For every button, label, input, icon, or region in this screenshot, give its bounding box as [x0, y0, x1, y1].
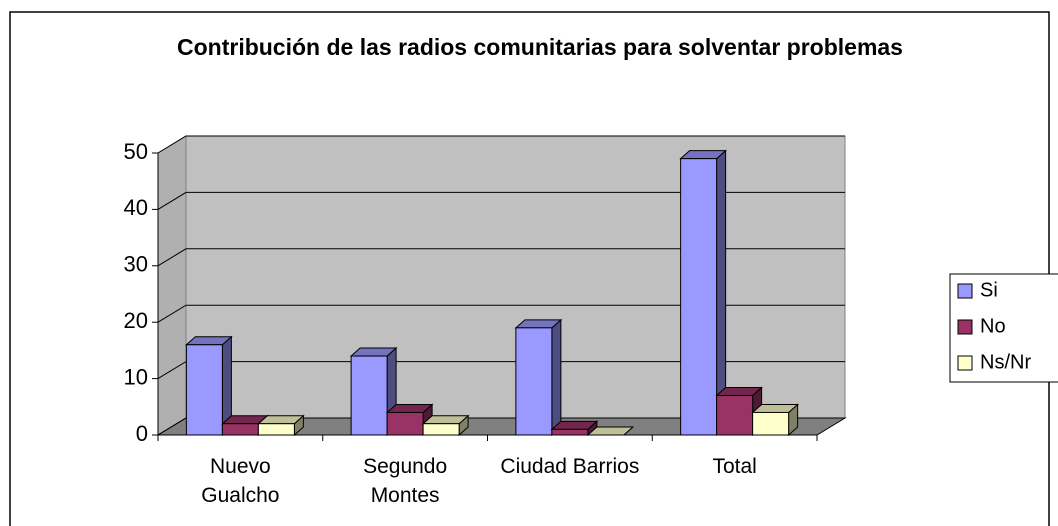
legend-swatch: [957, 283, 973, 299]
bar: [550, 420, 599, 437]
bar: [715, 386, 763, 437]
bar-front: [185, 344, 223, 436]
bar-top: [586, 426, 635, 436]
y-tick-label: 40: [124, 195, 148, 220]
y-tick-label: 50: [124, 139, 148, 164]
chart-title: Contribución de las radios comunitarias …: [177, 34, 903, 60]
legend-label: Si: [980, 279, 998, 301]
grid-segment: [157, 135, 845, 154]
bar-front: [386, 411, 424, 436]
bar: [679, 149, 727, 437]
bar: [257, 414, 305, 437]
y-tick-label: 30: [124, 252, 148, 277]
side-wall: [157, 135, 187, 436]
bar: [751, 403, 799, 437]
legend-label: No: [980, 315, 1006, 337]
bar: [421, 414, 470, 437]
bar-front: [257, 423, 295, 436]
grid-segment: [157, 304, 845, 323]
y-tick-label: 0: [136, 421, 148, 446]
bar-side: [551, 318, 562, 437]
bar-front: [752, 411, 790, 436]
y-tick-label: 20: [124, 308, 148, 333]
bar-front: [221, 423, 259, 436]
y-tick-label: 10: [124, 364, 148, 389]
bar: [349, 346, 398, 437]
grid-line: [157, 304, 845, 323]
bar: [514, 318, 563, 437]
legend-swatch: [957, 355, 973, 371]
legend-label: Ns/Nr: [980, 351, 1031, 373]
x-tick-label: Segundo Montes: [363, 455, 448, 507]
bar-front: [515, 327, 553, 436]
bar-front: [716, 395, 754, 436]
grid-segment: [157, 191, 845, 210]
x-tick-label: Total: [712, 455, 757, 478]
grid-line: [157, 191, 845, 210]
grid-line: [157, 248, 845, 267]
grid-segment: [157, 248, 845, 267]
bar: [185, 335, 233, 437]
bar-front: [551, 428, 589, 436]
x-tick-label: Ciudad Barrios: [500, 455, 640, 478]
x-tick-label: Nuevo Gualcho: [201, 455, 280, 507]
bar: [385, 403, 434, 437]
bar-front: [422, 423, 460, 436]
grid-line: [157, 135, 845, 154]
bar-front: [680, 158, 718, 436]
legend-swatch: [957, 319, 973, 335]
bar: [586, 426, 635, 436]
bar-front: [350, 355, 388, 436]
